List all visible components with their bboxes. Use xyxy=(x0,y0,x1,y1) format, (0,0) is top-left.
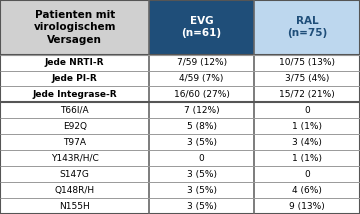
Text: 4/59 (7%): 4/59 (7%) xyxy=(179,74,224,83)
Text: RAL
(n=75): RAL (n=75) xyxy=(287,16,327,39)
Bar xyxy=(149,71,254,86)
Bar xyxy=(254,55,360,71)
Text: EVG
(n=61): EVG (n=61) xyxy=(181,16,222,39)
Text: Jede NRTI-R: Jede NRTI-R xyxy=(45,58,104,67)
Bar xyxy=(254,86,360,102)
Bar xyxy=(254,182,360,198)
Bar xyxy=(149,103,254,118)
Bar xyxy=(0,86,149,102)
Bar xyxy=(0,182,149,198)
Text: Jede Integrase-R: Jede Integrase-R xyxy=(32,90,117,99)
Bar xyxy=(149,0,254,55)
Text: 1 (1%): 1 (1%) xyxy=(292,154,322,163)
Text: 3 (5%): 3 (5%) xyxy=(186,170,217,179)
Text: 15/72 (21%): 15/72 (21%) xyxy=(279,90,335,99)
Bar xyxy=(254,0,360,55)
Bar xyxy=(0,71,149,86)
Bar xyxy=(0,0,149,55)
Text: 3 (5%): 3 (5%) xyxy=(186,138,217,147)
Text: 3 (4%): 3 (4%) xyxy=(292,138,322,147)
Bar xyxy=(0,103,149,118)
Text: 5 (8%): 5 (8%) xyxy=(186,122,217,131)
Bar xyxy=(0,166,149,182)
Text: 10/75 (13%): 10/75 (13%) xyxy=(279,58,335,67)
Bar xyxy=(0,150,149,166)
Text: S147G: S147G xyxy=(60,170,90,179)
Text: 16/60 (27%): 16/60 (27%) xyxy=(174,90,230,99)
Bar xyxy=(254,166,360,182)
Text: Q148R/H: Q148R/H xyxy=(55,186,95,195)
Bar xyxy=(149,166,254,182)
Bar xyxy=(0,55,149,71)
Bar xyxy=(254,71,360,86)
Bar xyxy=(254,150,360,166)
Bar xyxy=(149,86,254,102)
Text: E92Q: E92Q xyxy=(63,122,87,131)
Text: 4 (6%): 4 (6%) xyxy=(292,186,322,195)
Text: 0: 0 xyxy=(304,106,310,115)
Text: T97A: T97A xyxy=(63,138,86,147)
Bar xyxy=(254,103,360,118)
Bar xyxy=(149,55,254,71)
Text: 3 (5%): 3 (5%) xyxy=(186,186,217,195)
Bar xyxy=(0,198,149,214)
Text: Patienten mit
virologischem
Versagen: Patienten mit virologischem Versagen xyxy=(33,10,116,45)
Text: 7/59 (12%): 7/59 (12%) xyxy=(176,58,227,67)
Bar xyxy=(149,118,254,134)
Bar xyxy=(0,134,149,150)
Text: 7 (12%): 7 (12%) xyxy=(184,106,219,115)
Text: T66I/A: T66I/A xyxy=(60,106,89,115)
Text: Jede PI-R: Jede PI-R xyxy=(52,74,98,83)
Text: 0: 0 xyxy=(304,170,310,179)
Bar xyxy=(149,134,254,150)
Text: 9 (13%): 9 (13%) xyxy=(289,202,325,211)
Bar xyxy=(149,150,254,166)
Text: 3 (5%): 3 (5%) xyxy=(186,202,217,211)
Bar xyxy=(254,198,360,214)
Text: 3/75 (4%): 3/75 (4%) xyxy=(285,74,329,83)
Bar xyxy=(149,198,254,214)
Bar xyxy=(0,118,149,134)
Bar xyxy=(254,118,360,134)
Text: Y143R/H/C: Y143R/H/C xyxy=(51,154,99,163)
Bar xyxy=(149,182,254,198)
Bar xyxy=(254,134,360,150)
Text: 1 (1%): 1 (1%) xyxy=(292,122,322,131)
Text: 0: 0 xyxy=(199,154,204,163)
Text: N155H: N155H xyxy=(59,202,90,211)
